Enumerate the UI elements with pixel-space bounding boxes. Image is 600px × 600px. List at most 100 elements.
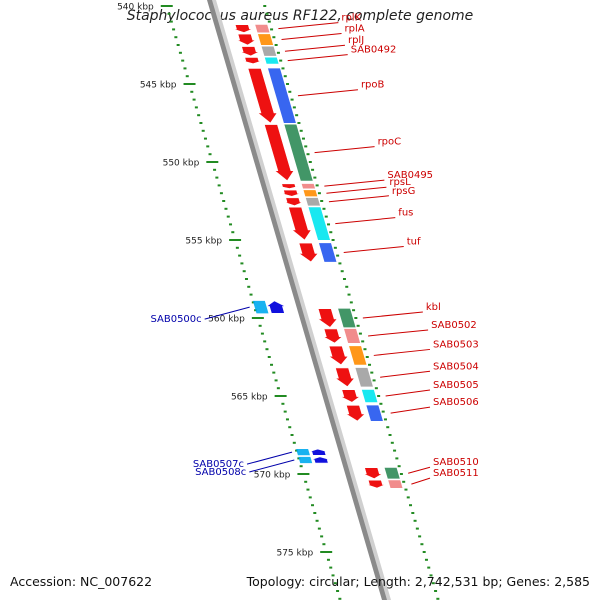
gene-label-tuf[interactable]: tuf (407, 236, 421, 247)
gene-arrow-rpsG[interactable] (283, 197, 304, 207)
gene-label-SAB0500c[interactable]: SAB0500c (150, 314, 201, 325)
gene-label-SAB0504[interactable]: SAB0504 (433, 361, 479, 372)
gene-label-rpoB[interactable]: rpoB (361, 80, 385, 91)
genome-stats-text: Topology: circular; Length: 2,742,531 bp… (246, 574, 590, 589)
genome-backbone (207, 0, 388, 600)
gene-block-tuf (318, 243, 337, 262)
gene-block-SAB0492 (264, 57, 279, 64)
label-leader (368, 329, 429, 337)
gene-block-rplK (255, 24, 270, 33)
scale-tick-label: 555 kbp (185, 237, 222, 247)
label-leader (284, 44, 346, 52)
gene-label-kbl[interactable]: kbl (426, 302, 441, 313)
label-leader (335, 217, 396, 225)
gene-arrow-rplK[interactable] (233, 24, 253, 33)
gene-arrow-SAB0495[interactable] (279, 183, 299, 189)
gene-arrow-rpsL[interactable] (281, 189, 301, 197)
gene-label-SAB0505[interactable]: SAB0505 (433, 380, 479, 391)
scale-tick-label: 560 kbp (208, 315, 245, 325)
label-leader (297, 89, 358, 97)
label-leader (343, 245, 404, 253)
scale-tick-label: 540 kbp (117, 3, 154, 13)
gene-arrow-SAB0492[interactable] (242, 57, 262, 65)
gene-arrow-SAB0511[interactable] (366, 479, 386, 489)
label-leader (390, 406, 431, 414)
gene-label-SAB0503[interactable]: SAB0503 (433, 339, 479, 350)
gene-arrow-SAB0502[interactable] (322, 328, 344, 344)
gene-arrow-SAB0508c[interactable] (311, 456, 331, 464)
gene-block-SAB0504 (355, 367, 373, 387)
gene-block-SAB0500c (252, 300, 269, 314)
gene-label-rpsL[interactable]: rpsL (389, 177, 411, 188)
label-leader (204, 306, 250, 320)
gene-arrow-SAB0510[interactable] (363, 467, 384, 480)
scale-ticks-outer (263, 5, 440, 600)
gene-block-SAB0506 (366, 405, 383, 421)
gene-label-SAB0502[interactable]: SAB0502 (431, 320, 477, 331)
gene-label-SAB0510[interactable]: SAB0510 (433, 457, 479, 468)
gene-block-SAB0507c (296, 449, 310, 456)
gene-arrow-SAB0503[interactable] (328, 345, 349, 366)
gene-block-kbl (338, 308, 356, 328)
scale-tick-label: 545 kbp (140, 81, 177, 91)
gene-arrow-SAB0507c[interactable] (308, 448, 329, 456)
gene-label-rplA[interactable]: rplA (345, 24, 365, 35)
label-leader (324, 179, 385, 187)
label-leader (287, 54, 348, 62)
gene-arrow-SAB0505[interactable] (340, 389, 361, 403)
gene-label-SAB0506[interactable]: SAB0506 (433, 397, 479, 408)
scale-tick-label: 575 kbp (276, 549, 313, 559)
gene-block-rplJ (261, 46, 277, 56)
gene-block-rpoC (284, 124, 313, 181)
gene-block-SAB0502 (344, 328, 361, 343)
scale-tick-label: 565 kbp (231, 393, 268, 403)
gene-arrow-rpoC[interactable] (263, 124, 295, 182)
label-leader (281, 33, 342, 41)
gene-arrow-SAB0500c[interactable] (265, 300, 286, 314)
gene-block-SAB0510 (384, 467, 400, 479)
gene-arrow-tuf[interactable] (298, 242, 319, 263)
genome-backbone-highlight (212, 0, 391, 600)
gene-block-rplA (257, 34, 274, 45)
gene-block-rpoB (267, 68, 296, 123)
gene-arrow-rplJ[interactable] (239, 46, 260, 57)
gene-label-rplJ[interactable]: rplJ (348, 35, 364, 46)
gene-label-SAB0492[interactable]: SAB0492 (351, 45, 397, 56)
gene-block-rpsL (303, 190, 318, 197)
gene-label-rplK[interactable]: rplK (341, 13, 361, 24)
label-leader (326, 186, 387, 194)
gene-arrow-kbl[interactable] (317, 308, 338, 328)
gene-arrow-rplA[interactable] (236, 33, 257, 46)
accession-text: Accession: NC_007622 (10, 574, 153, 589)
gene-block-SAB0495 (301, 183, 316, 189)
gene-arrow-SAB0504[interactable] (334, 367, 356, 388)
gene-label-SAB0511[interactable]: SAB0511 (433, 468, 479, 479)
gene-label-rpoC[interactable]: rpoC (378, 137, 402, 148)
label-leader (408, 466, 431, 474)
gene-label-SAB0508c[interactable]: SAB0508c (195, 467, 246, 478)
gene-block-rpsG (305, 197, 321, 206)
gene-block-fus (308, 207, 331, 240)
gene-label-SAB0507c[interactable]: SAB0507c (193, 459, 244, 470)
label-leader (314, 146, 375, 154)
label-leader (278, 22, 339, 30)
label-leader (411, 477, 431, 485)
gene-arrow-fus[interactable] (288, 206, 312, 241)
gene-label-SAB0495[interactable]: SAB0495 (387, 170, 433, 181)
label-leader (328, 195, 389, 203)
gene-label-fus[interactable]: fus (398, 208, 413, 219)
label-leader (246, 451, 293, 465)
gene-block-SAB0508c (298, 456, 313, 464)
gene-features (233, 24, 403, 489)
gene-arrow-SAB0506[interactable] (344, 405, 366, 422)
label-leader (362, 311, 423, 319)
label-leader (385, 389, 431, 397)
scale-ticks-inner (160, 5, 342, 600)
scale-tick-label: 570 kbp (254, 471, 291, 481)
gene-label-rpsG[interactable]: rpsG (392, 186, 415, 197)
label-leader (373, 348, 431, 356)
gene-arrow-rpoB[interactable] (247, 68, 278, 124)
